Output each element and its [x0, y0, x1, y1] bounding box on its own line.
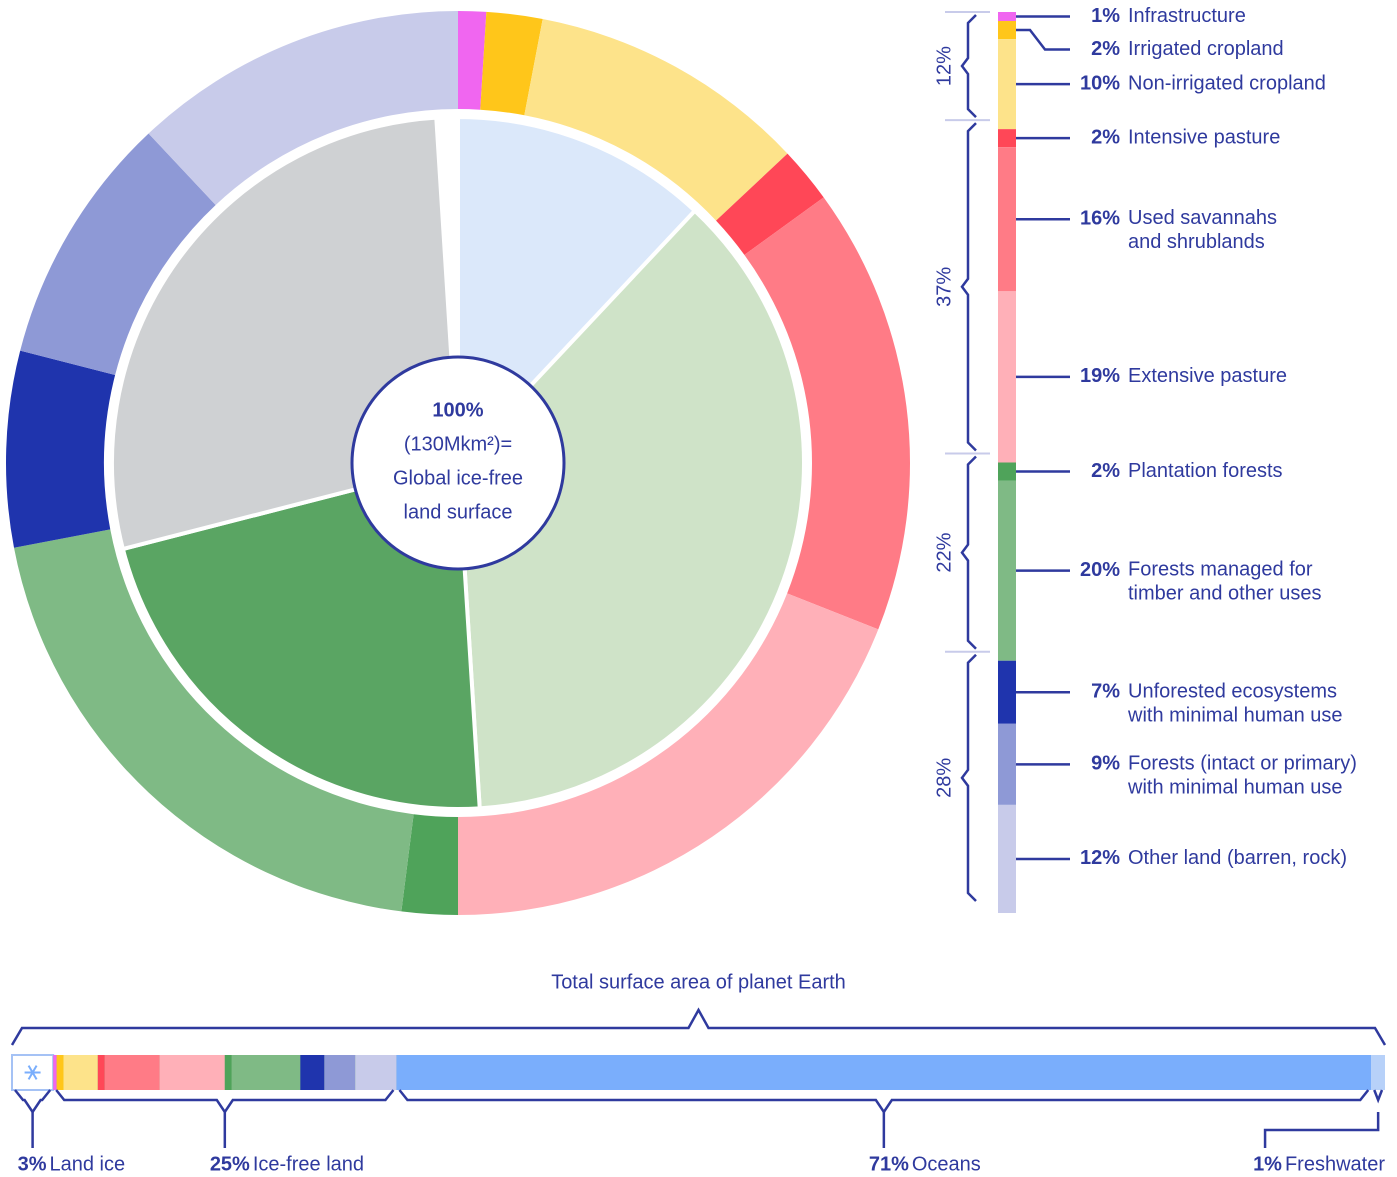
center-label: 100% [432, 399, 483, 421]
sub-segment [63, 1055, 98, 1090]
bar-segment [998, 129, 1016, 148]
value-label: 2% [1091, 38, 1120, 60]
bottom-brace [398, 1089, 1370, 1115]
bar-segment [998, 12, 1016, 22]
sub-segment [231, 1055, 301, 1090]
category-label: Freshwater [1285, 1153, 1385, 1175]
value-label: 12% [1080, 847, 1120, 869]
ring-segment [480, 11, 543, 116]
sub-segment [97, 1055, 105, 1090]
center-label: land surface [404, 501, 513, 523]
bar-segment [396, 1055, 1372, 1090]
category-label: Non-irrigated cropland [1128, 72, 1326, 94]
sub-segment [104, 1055, 160, 1090]
sub-segment [355, 1055, 397, 1090]
category-label: Irrigated cropland [1128, 38, 1284, 60]
value-label: 9% [1091, 753, 1120, 775]
bar-segment [998, 723, 1016, 805]
bar-segment [998, 462, 1016, 481]
bottom-brace [14, 1089, 52, 1115]
bottom-brace [1373, 1089, 1384, 1104]
group-label: 28% [933, 758, 955, 798]
ring-segment [458, 593, 879, 915]
inner-wedge [455, 207, 806, 811]
bar-segment [998, 21, 1016, 40]
category-label: Ice-free land [253, 1153, 364, 1175]
ring-segment [744, 197, 910, 630]
group-brace [960, 122, 977, 452]
value-label: 25% [210, 1153, 250, 1175]
value-label: 16% [1080, 208, 1120, 230]
bar-segment [1371, 1055, 1385, 1090]
value-label: 10% [1080, 72, 1120, 94]
top-brace [10, 1007, 1387, 1046]
snowflake [27, 1065, 38, 1080]
bar-segment [998, 480, 1016, 661]
group-brace [960, 653, 977, 902]
ring-segment [20, 133, 216, 375]
group-brace [960, 455, 977, 650]
chart-title: Total surface area of planet Earth [551, 971, 846, 993]
sub-segment [224, 1055, 232, 1090]
ring-segment [524, 19, 788, 221]
value-label: 2% [1091, 460, 1120, 482]
category-label: Other land (barren, rock) [1128, 847, 1347, 869]
category-label: Extensive pasture [1128, 365, 1287, 387]
bar-segment [998, 39, 1016, 130]
category-label: Used savannahs and shrublands [1128, 208, 1277, 254]
sub-segment [300, 1055, 325, 1090]
category-label: Land ice [50, 1153, 126, 1175]
value-label: 71% [869, 1153, 909, 1175]
bar-segment [998, 147, 1016, 292]
group-label: 22% [933, 532, 955, 572]
sub-segment [324, 1055, 356, 1090]
value-label: 19% [1080, 365, 1120, 387]
category-label: Oceans [912, 1153, 981, 1175]
category-label: Infrastructure [1128, 5, 1246, 27]
center-label: (130Mkm²)= [404, 433, 512, 455]
group-label: 37% [933, 267, 955, 307]
ring-segment [401, 814, 458, 915]
sub-segment [159, 1055, 225, 1090]
group-brace [960, 14, 977, 119]
center-label: Global ice-free [393, 467, 523, 489]
center-circle [350, 355, 566, 571]
inner-wedge [120, 460, 482, 811]
ring-segment [14, 529, 414, 912]
value-label: 7% [1091, 681, 1120, 703]
bar-segment [998, 804, 1016, 913]
bottom-brace [55, 1089, 395, 1115]
sub-segment [56, 1055, 64, 1090]
ring-segment [148, 11, 458, 205]
category-label: Plantation forests [1128, 460, 1283, 482]
leader-line [1263, 1112, 1380, 1148]
category-label: Forests managed for timber and other uses [1128, 559, 1321, 605]
bar-segment [998, 291, 1016, 463]
ring-segment [5, 350, 116, 548]
value-label: 3% [18, 1153, 47, 1175]
value-label: 1% [1091, 5, 1120, 27]
ring-segment [458, 11, 487, 110]
ring-segment [716, 153, 824, 255]
leader-line [1016, 28, 1070, 51]
category-label: Forests (intact or primary) with minimal … [1127, 753, 1357, 799]
group-label: 12% [933, 46, 955, 86]
value-label: 20% [1080, 559, 1120, 581]
bar-segment [998, 660, 1016, 724]
value-label: 2% [1091, 126, 1120, 148]
value-label: 1% [1253, 1153, 1282, 1175]
category-label: Intensive pasture [1128, 126, 1280, 148]
category-label: Unforested ecosystems with minimal human … [1127, 681, 1343, 727]
sub-segment [53, 1055, 57, 1090]
